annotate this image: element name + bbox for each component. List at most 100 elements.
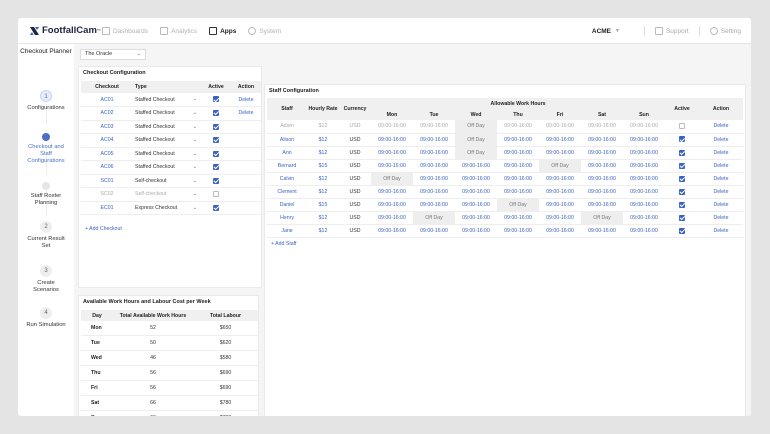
checkout-type-select[interactable]: Self-checkout ⌄ <box>133 187 201 202</box>
work-hours-cell[interactable]: 09:00-16:00 <box>623 159 665 173</box>
setting-link[interactable]: Setting <box>709 27 741 35</box>
work-hours-cell[interactable]: 09:00-16:00 <box>413 120 455 134</box>
work-hours-cell[interactable]: 09:00-16:00 <box>497 224 539 239</box>
staff-name[interactable]: Adam <box>267 120 307 134</box>
delete-link[interactable]: Delete <box>231 93 261 107</box>
work-hours-cell[interactable]: 09:00-16:00 <box>413 133 455 147</box>
step-staff-roster-planning[interactable]: Staff Roster Planning <box>18 182 74 207</box>
active-checkbox[interactable] <box>213 96 219 103</box>
work-hours-cell[interactable]: 09:00-16:00 <box>581 159 623 173</box>
work-hours-cell[interactable]: 09:00-16:00 <box>623 185 665 200</box>
checkout-type-select[interactable]: Staffed Checkout ⌄ <box>133 106 201 121</box>
work-hours-off-day[interactable]: Off Day <box>455 146 497 160</box>
nav-system[interactable]: System <box>248 27 281 35</box>
active-checkbox[interactable] <box>679 228 685 235</box>
work-hours-cell[interactable]: 09:00-16:00 <box>455 198 497 213</box>
checkout-type-select[interactable]: Express Checkout ⌄ <box>133 201 201 215</box>
staff-rate[interactable]: $12 <box>307 133 339 147</box>
work-hours-off-day[interactable]: Off Day <box>497 198 539 213</box>
staff-rate[interactable]: $12 <box>307 224 339 239</box>
nav-apps[interactable]: Apps <box>209 27 236 35</box>
staff-rate[interactable]: $12 <box>307 146 339 160</box>
checkout-type-select[interactable]: Self-checkout ⌄ <box>133 174 201 188</box>
work-hours-cell[interactable]: 09:00-16:00 <box>371 224 413 239</box>
nav-analytics[interactable]: Analytics <box>160 27 197 35</box>
work-hours-off-day[interactable]: Off Day <box>455 120 497 134</box>
staff-name[interactable]: Henry <box>267 211 307 226</box>
delete-link[interactable]: Delete <box>699 172 743 186</box>
add-staff-link[interactable]: + Add Staff <box>271 241 297 247</box>
active-checkbox[interactable] <box>213 164 219 171</box>
staff-name[interactable]: Calvin <box>267 172 307 186</box>
step-create-scenarios[interactable]: 3 Create Scenarios <box>18 265 74 294</box>
active-checkbox[interactable] <box>679 162 685 169</box>
staff-name[interactable]: Jane <box>267 224 307 239</box>
work-hours-cell[interactable]: 09:00-16:00 <box>413 198 455 213</box>
work-hours-cell[interactable]: 09:00-16:00 <box>413 185 455 200</box>
work-hours-off-day[interactable]: Off Day <box>371 172 413 186</box>
work-hours-cell[interactable]: 09:00-16:00 <box>413 172 455 186</box>
work-hours-cell[interactable]: 09:00-16:00 <box>539 120 581 134</box>
work-hours-cell[interactable]: 09:00-16:00 <box>539 198 581 213</box>
work-hours-cell[interactable]: 09:00-16:00 <box>413 224 455 239</box>
staff-rate[interactable]: $12 <box>307 120 339 134</box>
staff-rate[interactable]: $12 <box>307 211 339 226</box>
staff-rate[interactable]: $15 <box>307 159 339 173</box>
support-link[interactable]: Support <box>654 27 689 35</box>
work-hours-cell[interactable]: 09:00-16:00 <box>623 146 665 160</box>
work-hours-off-day[interactable]: Off Day <box>581 211 623 226</box>
active-checkbox[interactable] <box>213 150 219 157</box>
nav-dashboards[interactable]: Dashboards <box>102 27 148 35</box>
staff-name[interactable]: Ann <box>267 146 307 160</box>
work-hours-cell[interactable]: 09:00-16:00 <box>581 198 623 213</box>
work-hours-cell[interactable]: 09:00-16:00 <box>497 185 539 200</box>
staff-rate[interactable]: $12 <box>307 185 339 200</box>
work-hours-cell[interactable]: 09:00-16:00 <box>455 211 497 226</box>
work-hours-off-day[interactable]: Off Day <box>413 211 455 226</box>
work-hours-cell[interactable]: 09:00-16:00 <box>371 211 413 226</box>
work-hours-cell[interactable]: 09:00-16:00 <box>581 146 623 160</box>
add-checkout-link[interactable]: + Add Checkout <box>85 226 122 232</box>
work-hours-cell[interactable]: 09:00-16:00 <box>539 172 581 186</box>
delete-link[interactable]: Delete <box>231 106 261 121</box>
staff-rate[interactable]: $15 <box>307 198 339 213</box>
checkout-type-select[interactable]: Staffed Checkout ⌄ <box>133 93 201 107</box>
active-checkbox[interactable] <box>213 177 219 184</box>
active-checkbox[interactable] <box>213 191 219 198</box>
work-hours-off-day[interactable]: Off Day <box>455 133 497 147</box>
work-hours-cell[interactable]: 09:00-16:00 <box>623 120 665 134</box>
active-checkbox[interactable] <box>213 123 219 130</box>
work-hours-cell[interactable]: 09:00-16:00 <box>497 172 539 186</box>
work-hours-cell[interactable]: 09:00-16:00 <box>455 172 497 186</box>
work-hours-cell[interactable]: 09:00-16:00 <box>539 133 581 147</box>
delete-link[interactable]: Delete <box>699 120 743 134</box>
active-checkbox[interactable] <box>213 204 219 211</box>
work-hours-cell[interactable]: 09:00-16:00 <box>371 133 413 147</box>
account-name[interactable]: ACME <box>591 27 612 35</box>
work-hours-cell[interactable]: 09:00-16:00 <box>623 198 665 213</box>
work-hours-cell[interactable]: 09:00-16:00 <box>581 224 623 239</box>
delete-link[interactable]: Delete <box>699 146 743 160</box>
work-hours-cell[interactable]: 09:00-16:00 <box>623 172 665 186</box>
work-hours-cell[interactable]: 09:00-16:00 <box>497 146 539 160</box>
work-hours-off-day[interactable]: Off Day <box>539 159 581 173</box>
work-hours-cell[interactable]: 09:00-16:00 <box>581 185 623 200</box>
work-hours-cell[interactable]: 09:00-16:00 <box>539 185 581 200</box>
active-checkbox[interactable] <box>679 201 685 208</box>
checkout-type-select[interactable]: Staffed Checkout ⌄ <box>133 133 201 148</box>
active-checkbox[interactable] <box>213 110 219 117</box>
delete-link[interactable]: Delete <box>699 211 743 226</box>
staff-name[interactable]: Clement <box>267 185 307 200</box>
delete-link[interactable]: Delete <box>699 224 743 239</box>
work-hours-cell[interactable]: 09:00-16:00 <box>497 133 539 147</box>
footfallcam-logo[interactable]: FootfallCam ™ <box>30 25 101 36</box>
step-current-result-set[interactable]: 2 Current Result Set <box>18 221 74 250</box>
work-hours-cell[interactable]: 09:00-16:00 <box>539 211 581 226</box>
work-hours-cell[interactable]: 09:00-16:00 <box>497 211 539 226</box>
active-checkbox[interactable] <box>679 188 685 195</box>
work-hours-cell[interactable]: 09:00-16:00 <box>539 224 581 239</box>
delete-link[interactable]: Delete <box>699 133 743 147</box>
work-hours-cell[interactable]: 09:00-16:00 <box>371 185 413 200</box>
checkout-type-select[interactable]: Staffed Checkout ⌄ <box>133 160 201 175</box>
work-hours-cell[interactable]: 09:00-16:00 <box>455 185 497 200</box>
